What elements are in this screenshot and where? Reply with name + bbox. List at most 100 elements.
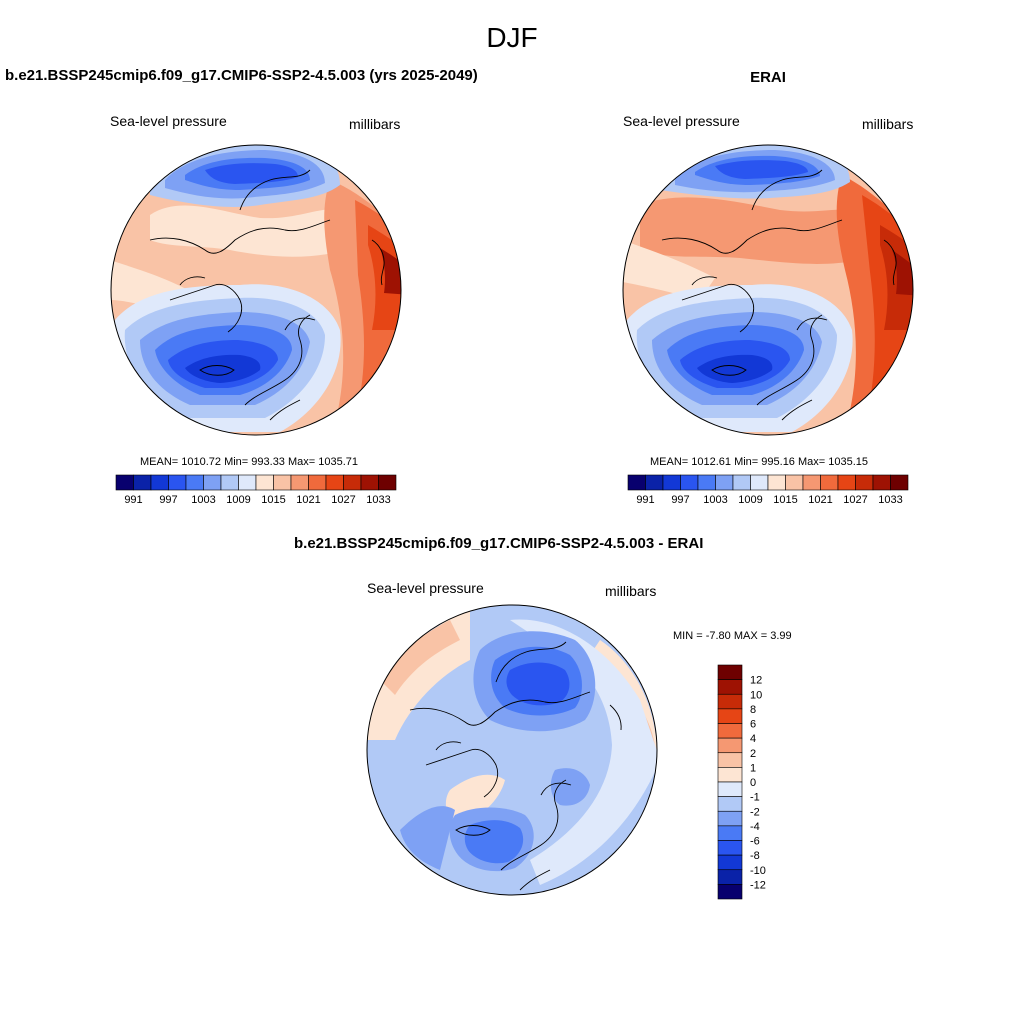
colorbar-swatch (680, 474, 699, 491)
colorbar-swatch (343, 474, 362, 491)
colorbar-swatch (717, 723, 743, 739)
colorbar-tick-label: 1021 (808, 494, 832, 506)
panel1-title: b.e21.BSSP245cmip6.f09_g17.CMIP6-SSP2-4.… (5, 67, 478, 84)
colorbar-swatch (717, 693, 743, 710)
colorbar-swatch (115, 474, 134, 491)
colorbar-tick-label: 1 (750, 762, 756, 774)
colorbar-swatch (717, 884, 743, 900)
map1-coastlines (149, 169, 385, 421)
colorbar-tick-label: 997 (159, 494, 177, 506)
colorbar-tick-label: 991 (636, 494, 654, 506)
colorbar-swatch (378, 474, 397, 491)
colorbar-tick-label: 1021 (296, 494, 320, 506)
colorbar-swatch (360, 474, 379, 491)
colorbar-tick-label: 4 (750, 733, 756, 745)
colorbar-panel2: 991 997 1003 1009 1015 1021 1027 1033 (627, 474, 909, 506)
colorbar-swatch (802, 474, 821, 491)
panel2-units-label: millibars (862, 116, 914, 132)
colorbar-tick-label: -4 (750, 821, 760, 833)
colorbar-tick-label: 1015 (773, 494, 797, 506)
colorbar-swatch (767, 474, 786, 491)
colorbar-swatch (785, 474, 804, 491)
colorbar-swatch (220, 474, 239, 491)
colorbar-swatch (627, 474, 646, 491)
colorbar-tick-label: -1 (750, 792, 760, 804)
colorbar-swatch (308, 474, 327, 491)
colorbar-swatch (750, 474, 769, 491)
panel1-stats: MEAN= 1010.72 Min= 993.33 Max= 1035.71 (140, 456, 359, 468)
colorbar-tick-label: 1009 (738, 494, 762, 506)
colorbar-swatch (185, 474, 204, 491)
colorbar-tick-label: -2 (750, 806, 760, 818)
panel1-units-label: millibars (349, 116, 401, 132)
map3-coastlines (409, 641, 622, 891)
colorbar-tick-label: 1009 (226, 494, 250, 506)
colorbar-tick-label: 1033 (878, 494, 902, 506)
colorbar-swatch (325, 474, 344, 491)
colorbar-swatch (168, 474, 187, 491)
colorbar-tick-label: -8 (750, 850, 760, 862)
colorbar-swatch (273, 474, 292, 491)
colorbar-swatch (717, 869, 743, 885)
panel2-title: ERAI (750, 69, 786, 86)
colorbar-tick-label: 12 (750, 675, 762, 687)
figure-title: DJF (486, 22, 538, 53)
colorbar-tick-label: 10 (750, 689, 762, 701)
colorbar-tick-label: 1003 (191, 494, 215, 506)
colorbar-tick-label: -12 (750, 879, 766, 891)
colorbar-swatch (717, 781, 743, 797)
colorbar-swatch (203, 474, 222, 491)
colorbar-swatch (717, 664, 743, 680)
map1-border (110, 144, 402, 436)
map2-border (622, 144, 914, 436)
colorbar-swatch (150, 474, 169, 491)
panel3-units-label: millibars (605, 583, 657, 599)
colorbar-swatch (290, 474, 309, 491)
map1-field (111, 145, 401, 435)
colorbar-swatch (872, 474, 891, 491)
colorbar-tick-label: -10 (750, 865, 766, 877)
colorbar-swatch (717, 708, 743, 724)
panel3-stats: MIN = -7.80 MAX = 3.99 (673, 630, 792, 642)
colorbar-swatch (855, 474, 874, 491)
colorbar-swatch (238, 474, 257, 491)
colorbar-swatch (717, 825, 743, 841)
panel3-variable-label: Sea-level pressure (367, 580, 484, 596)
colorbar-tick-label: 1003 (703, 494, 727, 506)
colorbar-tick-label: 1027 (843, 494, 867, 506)
panel1-variable-label: Sea-level pressure (110, 113, 227, 129)
colorbar-swatch (717, 854, 743, 871)
colorbar-swatch (717, 796, 743, 812)
map3-field (367, 605, 657, 895)
colorbar-swatch (837, 474, 856, 491)
panel2-variable-label: Sea-level pressure (623, 113, 740, 129)
colorbar-swatch (255, 474, 274, 491)
panel2-stats: MEAN= 1012.61 Min= 995.16 Max= 1035.15 (650, 456, 869, 468)
colorbar-tick-label: 2 (750, 748, 756, 760)
colorbar-tick-label: 991 (124, 494, 142, 506)
map2-coastlines (661, 169, 897, 421)
colorbar-swatch (890, 474, 909, 491)
map3-border (366, 604, 658, 896)
colorbar-swatch (717, 679, 743, 695)
colorbar-swatch (715, 474, 734, 491)
colorbar-swatch (717, 767, 743, 783)
colorbar-swatch (732, 474, 751, 491)
colorbar-tick-label: 1027 (331, 494, 355, 506)
colorbar-swatch (717, 737, 743, 754)
panel3-title: b.e21.BSSP245cmip6.f09_g17.CMIP6-SSP2-4.… (294, 535, 704, 552)
colorbar-tick-label: -6 (750, 836, 760, 848)
colorbar-tick-label: 997 (671, 494, 689, 506)
colorbar-tick-label: 1015 (261, 494, 285, 506)
colorbar-tick-label: 6 (750, 719, 756, 731)
colorbar-swatch (133, 474, 152, 491)
colorbar-tick-label: 0 (750, 777, 756, 789)
colorbar-swatch (717, 840, 743, 856)
colorbar-tick-label: 1033 (366, 494, 390, 506)
colorbar-tick-label: 8 (750, 704, 756, 716)
colorbar-swatch (717, 810, 743, 827)
colorbar-swatch (662, 474, 681, 491)
colorbar-panel1: 991 997 1003 1009 1015 1021 1027 1033 (115, 474, 397, 506)
